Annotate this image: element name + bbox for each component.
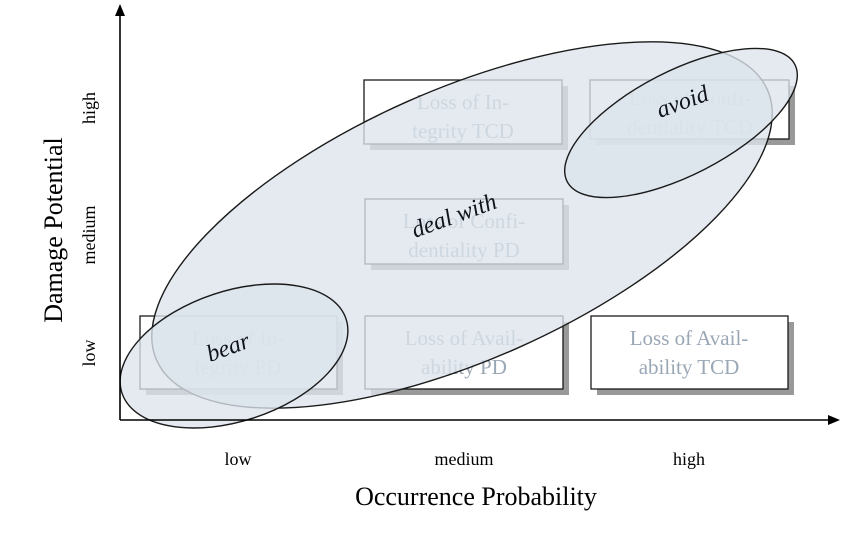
svg-text:high: high [79,92,99,124]
svg-text:low: low [225,449,252,469]
svg-text:Damage Potential: Damage Potential [39,137,68,323]
svg-text:low: low [79,339,99,366]
svg-text:ability TCD: ability TCD [639,355,740,379]
svg-text:Loss of Avail-: Loss of Avail- [630,326,749,350]
svg-text:medium: medium [435,449,494,469]
svg-text:Occurrence Probability: Occurrence Probability [355,482,597,511]
svg-text:medium: medium [79,206,99,265]
svg-text:high: high [673,449,705,469]
